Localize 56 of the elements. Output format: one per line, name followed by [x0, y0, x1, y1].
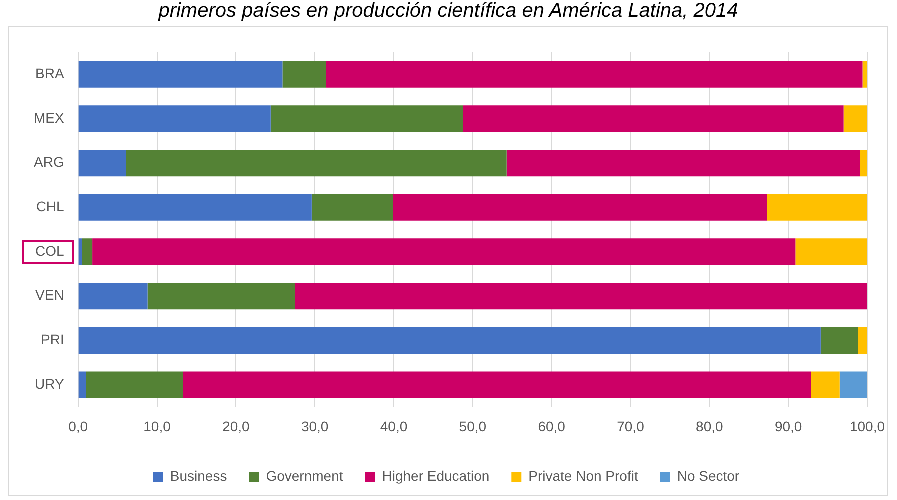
- bar: [78, 150, 126, 177]
- bar: [393, 194, 768, 221]
- bar: [92, 238, 796, 266]
- legend-label: Private Non Profit: [528, 468, 638, 484]
- bar: [326, 61, 863, 88]
- x-tick-label: 90,0: [774, 418, 802, 434]
- bar: [82, 238, 93, 266]
- x-tick-label: 50,0: [459, 418, 487, 434]
- bar: [811, 372, 840, 398]
- bar: [78, 372, 86, 398]
- x-tick-label: 30,0: [301, 418, 329, 434]
- y-tick-label: VEN: [36, 287, 64, 304]
- legend-label: Higher Education: [382, 468, 490, 484]
- bar: [270, 106, 464, 132]
- bar: [860, 150, 868, 177]
- legend-label: No Sector: [677, 468, 740, 484]
- bar: [78, 106, 271, 132]
- bar: [506, 150, 860, 177]
- bar: [463, 106, 844, 132]
- bar: [78, 194, 312, 221]
- bar: [126, 150, 507, 177]
- x-tick-label: 80,0: [696, 418, 724, 434]
- y-tick-label: MEX: [34, 110, 65, 126]
- x-tick-label: 10,0: [144, 418, 172, 434]
- legend-label: Business: [170, 468, 228, 484]
- legend-label: Government: [266, 468, 344, 484]
- y-tick-label: ARG: [34, 154, 64, 170]
- x-tick-label: 60,0: [538, 418, 566, 434]
- x-tick-label: 40,0: [380, 418, 408, 434]
- y-tick-label: CHL: [36, 198, 65, 214]
- bar: [796, 238, 868, 266]
- x-tick-label: 0,0: [68, 418, 88, 434]
- y-tick-label: PRI: [40, 332, 64, 348]
- bar: [78, 283, 148, 310]
- y-tick-label: BRA: [36, 65, 65, 82]
- bar: [78, 61, 283, 88]
- x-tick-label: 20,0: [222, 418, 250, 434]
- bar: [312, 194, 394, 221]
- bar: [78, 327, 821, 354]
- bar: [295, 283, 868, 310]
- bar: [767, 194, 868, 221]
- bar: [820, 327, 858, 354]
- x-tick-label: 100,0: [850, 418, 886, 434]
- y-tick-label: URY: [35, 376, 65, 392]
- x-tick-label: 70,0: [617, 418, 645, 434]
- bar: [840, 372, 868, 398]
- bar: [282, 61, 326, 88]
- y-tick-label: COL: [36, 242, 65, 259]
- chart-title: primeros países en producción científica en América Latina, 2014: [157, 0, 740, 23]
- bar: [86, 372, 184, 398]
- bar: [844, 106, 868, 132]
- bar: [858, 327, 868, 354]
- bar: [862, 61, 868, 88]
- bar: [78, 238, 82, 266]
- bar: [148, 283, 296, 310]
- bar: [183, 372, 812, 398]
